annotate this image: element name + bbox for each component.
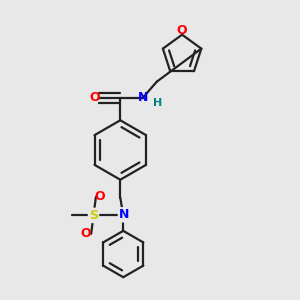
Text: S: S — [89, 209, 98, 222]
Text: N: N — [137, 91, 148, 103]
Text: O: O — [80, 227, 91, 240]
Text: O: O — [177, 24, 188, 37]
Text: O: O — [90, 92, 100, 104]
Text: N: N — [119, 208, 129, 221]
Text: H: H — [153, 98, 162, 108]
Text: O: O — [95, 190, 105, 203]
